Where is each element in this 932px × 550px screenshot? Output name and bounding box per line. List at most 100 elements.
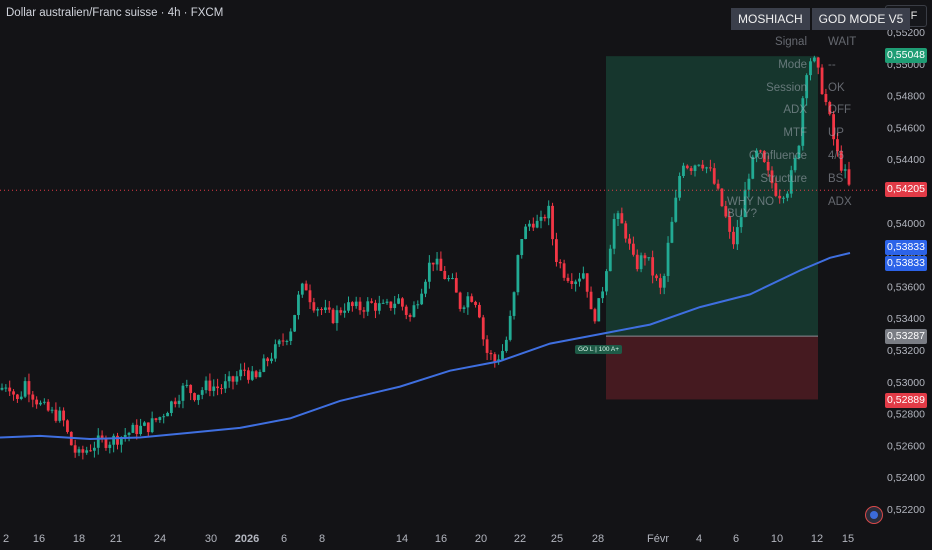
candle-body [739, 217, 743, 228]
candle-body [520, 239, 524, 256]
candle-body [839, 151, 843, 171]
candle-body [535, 220, 539, 228]
candle-body [350, 302, 354, 307]
tradingview-logo-icon[interactable] [865, 506, 883, 524]
panel-value: OFF [828, 104, 851, 116]
x-tick-label: 16 [435, 533, 447, 545]
candle-body [589, 291, 593, 310]
candle-body [181, 385, 185, 401]
candle-body [451, 278, 454, 280]
candle-body [766, 161, 770, 171]
candle-body [16, 394, 19, 399]
y-axis-ticks: 0,552000,550000,548000,546000,544000,542… [887, 27, 925, 516]
candle-body [35, 399, 39, 405]
candle-body [258, 371, 262, 378]
candle-body [393, 303, 397, 309]
panel-value: BS [828, 173, 844, 185]
candle-body [716, 183, 720, 189]
candle-body [512, 292, 516, 316]
panel-value: UP [828, 127, 844, 139]
candle-body [273, 344, 277, 359]
candle-body [574, 281, 578, 285]
candle-body [58, 410, 62, 421]
candle-body [416, 304, 420, 306]
x-tick-label: 6 [281, 533, 287, 545]
x-tick-label: 4 [696, 533, 702, 545]
x-tick-label: 18 [73, 533, 85, 545]
candle-body [100, 435, 104, 439]
candle-body [335, 310, 339, 324]
candle-body [816, 57, 820, 68]
panel-key: MTF [783, 127, 807, 139]
candle-body [474, 301, 477, 305]
candle-body [693, 165, 697, 171]
x-tick-label: 8 [319, 533, 325, 545]
candle-body [39, 402, 42, 405]
candle-body [297, 294, 300, 316]
candle-body [735, 227, 739, 245]
candle-body [809, 61, 812, 76]
candle-body [143, 422, 146, 426]
x-tick-label: 20 [475, 533, 487, 545]
candle-body [370, 301, 373, 303]
candle-body [743, 189, 747, 218]
candle-body [62, 410, 65, 421]
candle-body [705, 167, 708, 169]
price-tag-ma-2: 0,53833 [885, 256, 927, 271]
candles [0, 55, 851, 460]
candle-body [489, 352, 493, 355]
candle-body [216, 386, 219, 389]
candle-body [724, 206, 728, 217]
candle-body [377, 303, 381, 311]
candle-body [624, 223, 628, 239]
candle-body [828, 102, 832, 115]
candle-body [19, 396, 23, 399]
candle-body [397, 298, 400, 304]
y-tick-label: 0,54400 [887, 154, 925, 166]
panel-row-confluence: Confluence 4/6 [727, 150, 877, 170]
candle-body [439, 258, 443, 271]
candle-body [670, 221, 674, 243]
candle-body [227, 376, 231, 382]
candle-body [347, 302, 350, 311]
candle-body [73, 445, 77, 453]
candle-body [250, 371, 254, 380]
candle-body [327, 307, 331, 310]
candle-body [404, 306, 408, 315]
candle-body [639, 255, 643, 270]
candle-body [42, 401, 46, 403]
candle-body [508, 315, 512, 340]
candle-body [412, 305, 416, 317]
candle-body [674, 197, 678, 222]
candle-body [135, 424, 139, 435]
x-tick-label: 6 [733, 533, 739, 545]
candle-body [243, 369, 246, 371]
panel-row-adx: ADX OFF [727, 104, 877, 124]
candle-body [220, 388, 223, 390]
candle-body [709, 167, 712, 169]
price-tag-stop: 0,52889 [885, 393, 927, 408]
candle-body [793, 158, 797, 171]
panel-key: Session [766, 82, 807, 94]
candle-body [643, 255, 647, 259]
candle-body [558, 261, 562, 264]
candle-body [481, 317, 485, 340]
x-tick-label: 25 [551, 533, 563, 545]
panel-row-session: Session OK [727, 82, 877, 102]
candle-body [231, 376, 235, 382]
panel-row-mode: Mode -- [727, 59, 877, 79]
candle-body [185, 384, 189, 386]
candle-body [208, 380, 212, 391]
candle-body [786, 193, 789, 198]
price-tag-entry: 0,53287 [885, 329, 927, 344]
panel-key: Confluence [748, 150, 807, 162]
candle-body [697, 164, 701, 166]
x-tick-label: 16 [33, 533, 45, 545]
y-tick-label: 0,52200 [887, 504, 925, 516]
candle-body [0, 387, 4, 390]
candle-body [324, 307, 327, 311]
candle-body [308, 290, 312, 303]
candle-body [46, 401, 50, 411]
candle-body [235, 376, 239, 382]
